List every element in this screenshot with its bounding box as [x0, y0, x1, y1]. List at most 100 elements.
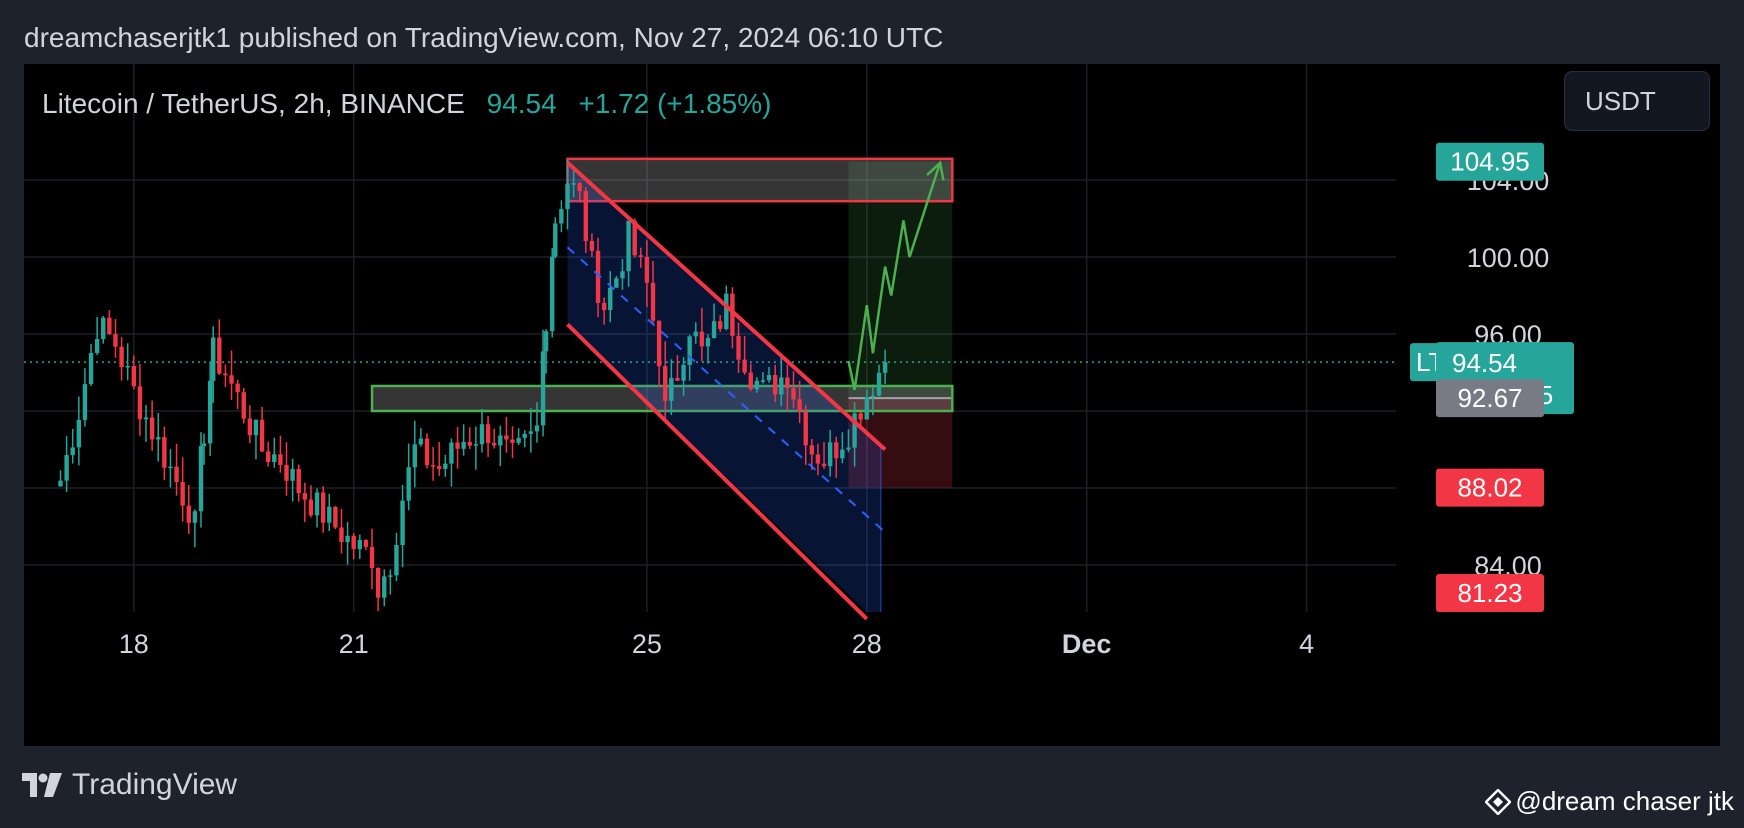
candle: [70, 428, 75, 464]
candle: [88, 344, 94, 387]
candle-body: [394, 545, 399, 576]
price-tags: 104.95LTCUSDT94.5401:49:2592.6788.0281.2…: [1410, 142, 1574, 612]
time-axis[interactable]: 18 21 25 28 Dec 4: [119, 629, 1314, 659]
candle-body: [516, 437, 521, 443]
candle: [742, 336, 747, 375]
chart-area[interactable]: 84.00 96.00 100.00 104.00 18 21 25 28 Dec 4 104.…: [24, 64, 1720, 746]
candle: [430, 447, 436, 481]
price-tag-value: 88.02: [1457, 473, 1522, 503]
candle: [64, 436, 69, 492]
candle: [137, 363, 143, 436]
candle: [461, 424, 466, 456]
candle: [614, 275, 619, 288]
candle-body: [131, 365, 136, 387]
candle: [180, 457, 185, 522]
binance-diamond-icon: [1485, 788, 1512, 815]
candle: [467, 427, 472, 449]
candle: [669, 359, 674, 416]
candle-body: [681, 364, 686, 381]
candle-body: [302, 493, 308, 500]
candle-body: [491, 443, 497, 446]
candle-body: [571, 183, 576, 185]
candle: [363, 539, 369, 551]
candle: [699, 307, 705, 362]
candle-body: [223, 373, 228, 376]
tradingview-logo[interactable]: TradingView: [22, 768, 237, 802]
candle: [119, 337, 124, 381]
candle-body: [162, 437, 167, 468]
candle-body: [815, 454, 821, 464]
candle: [186, 484, 191, 534]
candle-body: [540, 351, 546, 426]
candle-body: [565, 183, 570, 210]
candle: [589, 233, 595, 257]
candle-body: [437, 466, 442, 469]
candle-body: [58, 480, 63, 487]
candle: [779, 357, 784, 406]
candle-body: [632, 220, 637, 256]
candle: [473, 426, 479, 470]
candle: [491, 428, 497, 449]
candle-body: [333, 506, 338, 528]
candle: [272, 437, 277, 468]
candle: [766, 366, 772, 383]
candle-body: [235, 383, 240, 393]
candle: [565, 159, 570, 230]
candle: [211, 326, 216, 403]
candle: [400, 484, 405, 568]
projection-path[interactable]: [847, 160, 945, 391]
publish-line: dreamchaserjtk1 published on TradingView…: [24, 22, 944, 53]
candle-body: [259, 419, 265, 452]
candle-body: [510, 439, 515, 443]
candle: [375, 567, 381, 612]
candle: [345, 521, 350, 565]
price-tag-stop: 88.02: [1436, 468, 1544, 507]
candle: [253, 419, 259, 460]
candle-body: [601, 302, 607, 310]
candle-body: [797, 399, 802, 412]
candle: [424, 433, 430, 469]
candle-body: [201, 443, 207, 447]
candle-body: [64, 455, 69, 481]
candle-body: [754, 380, 760, 390]
candle: [156, 412, 161, 462]
candle-body: [320, 492, 326, 523]
candle: [479, 408, 485, 453]
candle: [247, 405, 253, 444]
candle-body: [290, 468, 295, 481]
candle: [644, 240, 650, 307]
candle: [718, 315, 723, 332]
candle: [754, 377, 760, 393]
currency-button[interactable]: USDT: [1564, 71, 1710, 131]
projection-arrowhead: [926, 160, 945, 181]
candle: [711, 303, 717, 339]
candle-body: [730, 293, 735, 336]
candle: [198, 432, 204, 528]
price-tag-bg: [1436, 142, 1544, 181]
candle-body: [876, 372, 882, 396]
zones[interactable]: [370, 157, 954, 413]
candle: [82, 368, 88, 427]
symbol-legend[interactable]: Litecoin / TetherUS, 2h, BINANCE 94.54 +…: [42, 88, 771, 120]
candle: [223, 364, 228, 387]
candle-body: [834, 442, 839, 459]
candle-body: [272, 454, 277, 462]
price-tag-bg: [1436, 468, 1544, 507]
candle-body: [577, 183, 582, 192]
candle: [785, 364, 790, 411]
candle-body: [198, 446, 204, 512]
candle-body: [339, 527, 344, 543]
candle-body: [803, 411, 808, 446]
candle: [608, 271, 613, 323]
candle-body: [180, 482, 185, 506]
candle: [201, 433, 207, 465]
candle-body: [192, 511, 198, 523]
candle: [797, 380, 802, 424]
candle: [418, 428, 424, 447]
candle: [207, 361, 213, 456]
candle-body: [724, 293, 729, 329]
candle-body: [461, 441, 466, 449]
candle-body: [644, 256, 650, 283]
candle-body: [82, 384, 88, 420]
